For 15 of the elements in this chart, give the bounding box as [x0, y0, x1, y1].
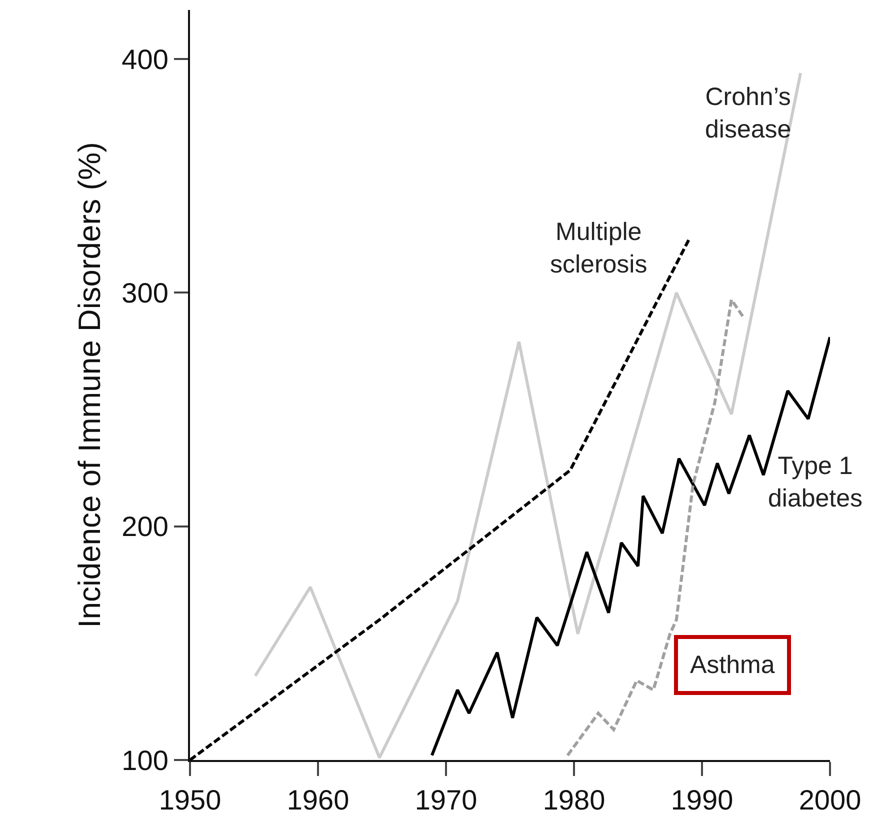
series-label: Crohn’s disease	[705, 83, 792, 144]
x-tick-label: 1970	[414, 784, 478, 816]
x-tick-label: 1980	[542, 784, 606, 816]
x-tick-label: 1990	[670, 784, 734, 816]
x-tick-label: 2000	[798, 784, 862, 816]
series-label: Asthma	[690, 651, 775, 679]
y-tick-label: 100	[122, 744, 168, 776]
series-label: Type 1 diabetes	[768, 452, 863, 512]
y-tick-label: 200	[122, 511, 168, 542]
y-tick-label: 300	[122, 278, 168, 309]
y-tick-label: 400	[122, 44, 168, 75]
x-tick-label: 1960	[286, 784, 350, 816]
x-tick-label: 1950	[158, 784, 222, 816]
y-axis-title: Incidence of Immune Disorders (%)	[72, 142, 107, 628]
series-label: Multiple sclerosis	[550, 218, 648, 278]
